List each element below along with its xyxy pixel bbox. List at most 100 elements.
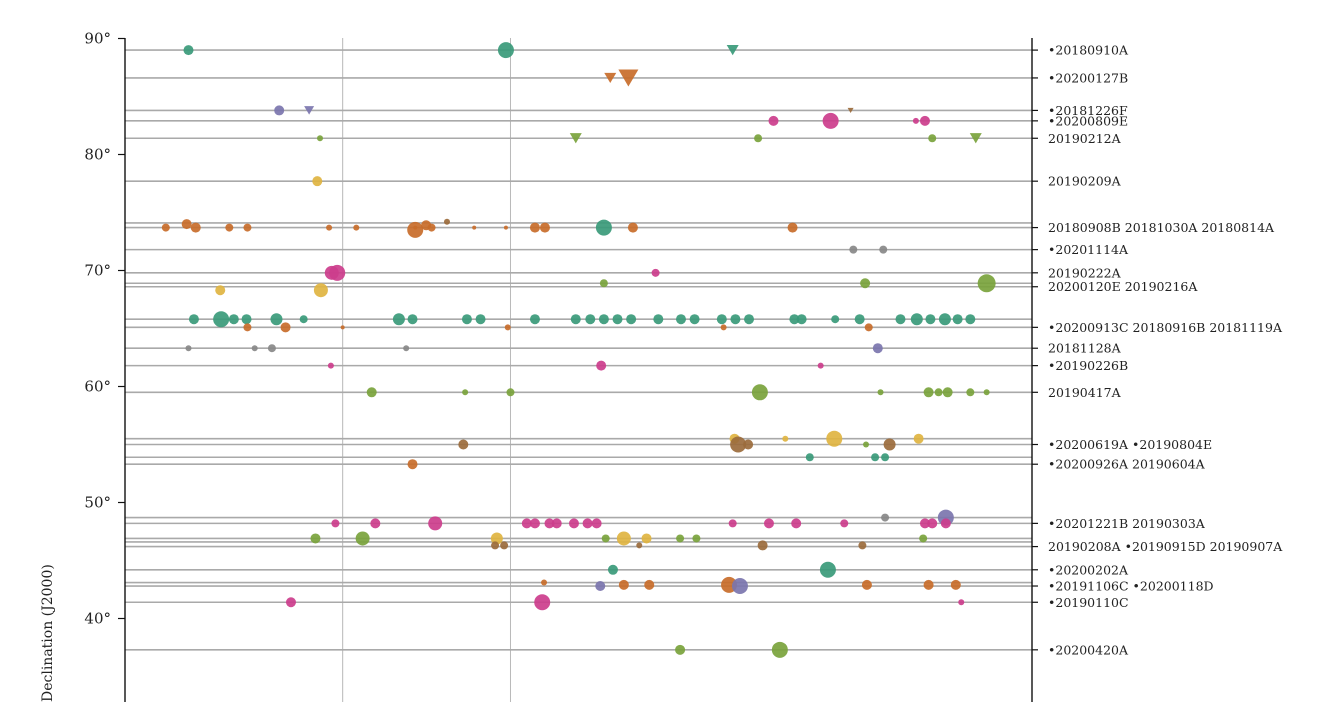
- data-point: [183, 45, 194, 56]
- data-point: [491, 541, 500, 550]
- data-point: [861, 579, 872, 590]
- data-point: [940, 518, 951, 529]
- frb-label: 20190209A: [1048, 174, 1122, 189]
- data-point: [754, 134, 763, 143]
- data-point: [585, 314, 596, 325]
- data-point: [618, 579, 629, 590]
- data-point: [913, 433, 924, 444]
- frb-label: 20200120E 20190216A: [1048, 279, 1198, 294]
- data-point: [636, 542, 643, 549]
- data-point: [503, 225, 508, 230]
- data-point: [407, 314, 418, 325]
- frb-label: •20201114A: [1048, 242, 1129, 257]
- data-point: [443, 218, 450, 225]
- data-point: [934, 388, 943, 397]
- data-point: [274, 105, 285, 116]
- data-points: [161, 42, 996, 658]
- frb-label: •20200202A: [1048, 562, 1129, 577]
- data-point: [919, 534, 928, 543]
- data-point: [313, 283, 328, 298]
- data-point: [675, 314, 686, 325]
- data-point: [251, 345, 258, 352]
- frb-label: •20200619A •20190804E: [1048, 437, 1212, 452]
- frb-label: 20190212A: [1048, 131, 1122, 146]
- data-point: [763, 518, 774, 529]
- data-point: [849, 245, 858, 254]
- data-point: [791, 518, 802, 529]
- y-tick-label: 50°: [84, 494, 111, 512]
- data-point: [881, 513, 890, 522]
- data-point: [270, 313, 283, 326]
- frb-label: •20200926A 20190604A: [1048, 457, 1206, 472]
- data-point: [353, 224, 360, 231]
- frb-label: •20200127B: [1048, 70, 1128, 85]
- data-point: [627, 222, 638, 233]
- data-point: [228, 314, 239, 325]
- data-point: [188, 314, 199, 325]
- axes: [124, 38, 1033, 702]
- y-tick-label: 70°: [84, 262, 111, 280]
- data-point: [472, 225, 477, 230]
- data-point: [326, 224, 333, 231]
- data-point: [919, 518, 930, 529]
- data-point: [840, 519, 849, 528]
- data-point: [490, 532, 503, 545]
- data-point: [965, 314, 976, 325]
- data-point: [392, 313, 405, 326]
- frb-label: 20190417A: [1048, 385, 1122, 400]
- data-point: [822, 112, 839, 129]
- data-point: [366, 387, 377, 398]
- data-point: [529, 314, 540, 325]
- data-point: [923, 387, 934, 398]
- data-point: [285, 597, 296, 608]
- frb-labels: •20180910A •20200127B •20181226F•20200809E…: [1032, 43, 1283, 657]
- data-point: [504, 324, 511, 331]
- data-point: [529, 518, 540, 529]
- data-point: [355, 531, 370, 546]
- y-ticks: 40° 50° 60° 70° 80° 90°: [84, 30, 125, 628]
- data-point: [787, 222, 798, 233]
- data-point: [923, 579, 934, 590]
- data-point-triangle: [304, 106, 315, 115]
- data-point: [521, 518, 532, 529]
- data-point: [860, 278, 871, 289]
- data-point: [299, 315, 308, 324]
- data-point: [927, 518, 938, 529]
- frb-label: •20190110C: [1048, 595, 1129, 610]
- frb-label: 20181128A: [1048, 341, 1122, 356]
- data-point: [161, 223, 170, 232]
- data-point: [817, 362, 824, 369]
- data-point: [744, 314, 755, 325]
- data-point: [942, 387, 953, 398]
- data-point: [331, 519, 340, 528]
- data-point: [895, 314, 906, 325]
- data-point: [653, 314, 664, 325]
- frb-label: •20190226B: [1048, 358, 1128, 373]
- data-point: [241, 314, 252, 325]
- frb-label: 20190208A •20190915D 20190907A: [1048, 539, 1283, 554]
- data-point: [190, 222, 201, 233]
- data-point: [730, 314, 741, 325]
- data-point: [317, 135, 324, 142]
- data-point: [731, 578, 748, 595]
- watermark: 搜狐号@琉璃聊科学: [1093, 664, 1291, 690]
- data-point: [591, 518, 602, 529]
- data-point: [213, 311, 230, 328]
- data-point: [644, 579, 655, 590]
- data-point: [544, 518, 555, 529]
- data-point: [626, 314, 637, 325]
- data-point: [966, 388, 975, 397]
- data-point: [541, 579, 548, 586]
- grid-layer: [342, 38, 511, 702]
- data-point: [720, 324, 727, 331]
- data-point: [427, 223, 436, 232]
- data-point: [952, 314, 963, 325]
- data-point: [912, 117, 919, 124]
- frb-label: 20190222A: [1048, 265, 1122, 280]
- data-point: [977, 274, 996, 293]
- track-lines: [125, 49, 1032, 651]
- data-point: [877, 389, 884, 396]
- data-point: [599, 279, 608, 288]
- data-point: [692, 534, 701, 543]
- data-point: [651, 268, 660, 277]
